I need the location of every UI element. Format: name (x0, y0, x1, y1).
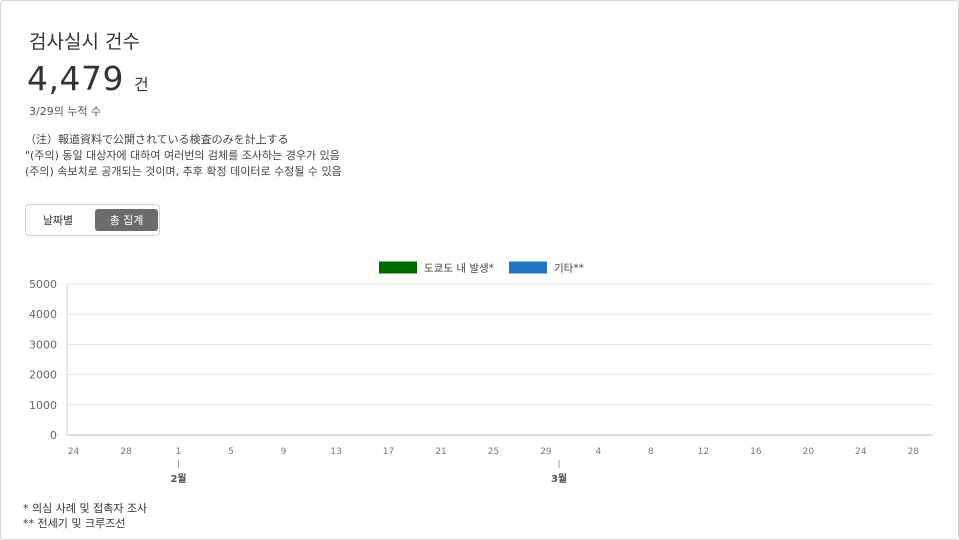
chart-gridlines (67, 283, 933, 436)
legend-label-tokyo[interactable]: 도쿄도 내 발생* (424, 263, 494, 275)
x-tick-label: 8 (648, 447, 654, 457)
notes-block: （注）報道資料で公開されている検査のみを計上する "(주의) 동일 대상자에 대… (25, 132, 342, 180)
view-toggle: 날짜별 총 집계 (25, 204, 160, 236)
toggle-total-button[interactable]: 총 집계 (95, 209, 158, 231)
total-display: 4,479 건 (27, 59, 149, 98)
total-subcaption: 3/29의 누적 수 (29, 105, 102, 118)
legend-swatch-tokyo[interactable] (379, 261, 417, 274)
x-tick-label: 12 (698, 447, 709, 457)
x-tick-label: 20 (803, 447, 815, 457)
footnote-line: ** 전세기 및 크루즈선 (23, 517, 126, 530)
x-tick-label: 4 (596, 447, 602, 457)
x-tick-label: 24 (855, 447, 867, 457)
y-tick-label: 1000 (29, 399, 57, 412)
x-tick-label: 25 (488, 447, 499, 457)
x-axis: 24 28 1 5 9 13 17 21 25 29 4 8 12 16 20 24 28 2월 3월 (68, 447, 919, 485)
x-tick-label: 13 (330, 447, 341, 457)
note-line: （注）報道資料で公開されている検査のみを計上する (25, 133, 289, 146)
x-tick-label: 5 (228, 447, 234, 457)
chart-legend: 도쿄도 내 발생* 기타** (379, 261, 584, 275)
x-tick-label: 28 (120, 447, 132, 457)
x-tick-label: 21 (435, 447, 446, 457)
total-value: 4,479 (27, 59, 124, 98)
month-label: 3월 (551, 473, 567, 485)
x-tick-label: 16 (750, 447, 762, 457)
footnotes: * 의심 사례 및 접촉자 조사 ** 전세기 및 크루즈선 (23, 501, 147, 531)
legend-swatch-other[interactable] (509, 261, 547, 274)
x-tick-label: 9 (281, 447, 287, 457)
card-title: 검사실시 건수 (29, 31, 140, 53)
x-tick-label: 1 (176, 447, 182, 457)
y-axis: 0 1000 2000 3000 4000 5000 (29, 278, 68, 442)
x-tick-label: 17 (383, 447, 394, 457)
y-tick-label: 0 (50, 429, 57, 442)
footnote-line: * 의심 사례 및 접촉자 조사 (23, 502, 148, 515)
y-tick-label: 4000 (29, 308, 57, 321)
legend-label-other[interactable]: 기타** (554, 263, 584, 275)
x-tick-label: 24 (68, 447, 80, 457)
y-tick-label: 2000 (29, 369, 57, 382)
month-label: 2월 (170, 473, 186, 485)
x-tick-label: 28 (908, 447, 920, 457)
x-tick-label: 29 (540, 447, 552, 457)
note-line: "(주의) 동일 대상자에 대하여 여러번의 검체를 조사하는 경우가 있음 (25, 149, 340, 162)
total-unit: 건 (133, 75, 149, 94)
note-line: (주의) 속보치로 공개되는 것이며, 추후 확정 데이터로 수정될 수 있음 (25, 165, 342, 178)
toggle-daily-button[interactable]: 날짜별 (42, 214, 74, 227)
y-tick-label: 3000 (29, 338, 57, 351)
y-tick-label: 5000 (29, 278, 57, 291)
